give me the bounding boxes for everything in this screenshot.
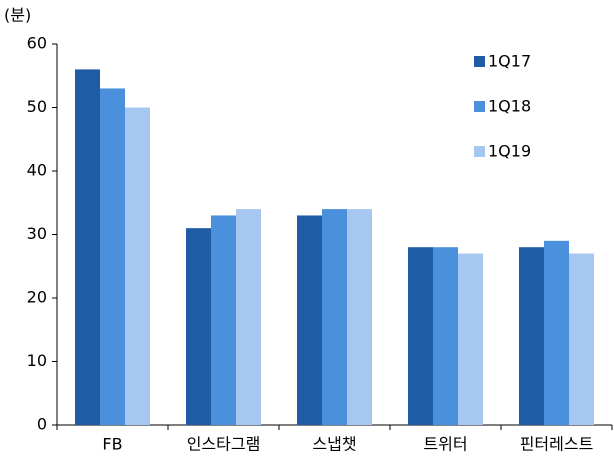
y-tick-label: 10 [27,351,47,370]
x-tick-label: 인스타그램 [187,435,261,454]
bar [297,215,322,425]
x-tick-label: FB [102,435,122,454]
bar [100,88,125,425]
y-unit: (분) [4,6,31,25]
bar [433,247,458,425]
y-tick-label: 0 [37,415,47,434]
legend-swatch [474,101,485,112]
bar [458,253,483,425]
bar [75,69,100,426]
bar [211,215,236,425]
bar [322,209,347,425]
bar [569,253,594,425]
bar [186,228,211,425]
legend-swatch [474,56,485,67]
legend-label: 1Q17 [488,52,531,71]
bar [347,209,372,425]
bar [544,240,569,425]
legend-swatch [474,146,485,157]
legend-label: 1Q18 [488,97,531,116]
bar [236,209,261,425]
x-tick-label: 트위터 [423,435,467,454]
x-tick-label: 스냅챗 [312,435,356,454]
y-tick-label: 60 [27,34,47,53]
y-tick-label: 20 [27,288,47,307]
y-tick-label: 50 [27,97,47,116]
legend-label: 1Q19 [488,142,531,161]
y-tick-label: 30 [27,224,47,243]
bar [519,247,544,425]
bar [408,247,433,425]
y-tick-label: 40 [27,161,47,180]
bar [125,107,150,425]
x-tick-label: 핀터레스트 [520,435,594,454]
